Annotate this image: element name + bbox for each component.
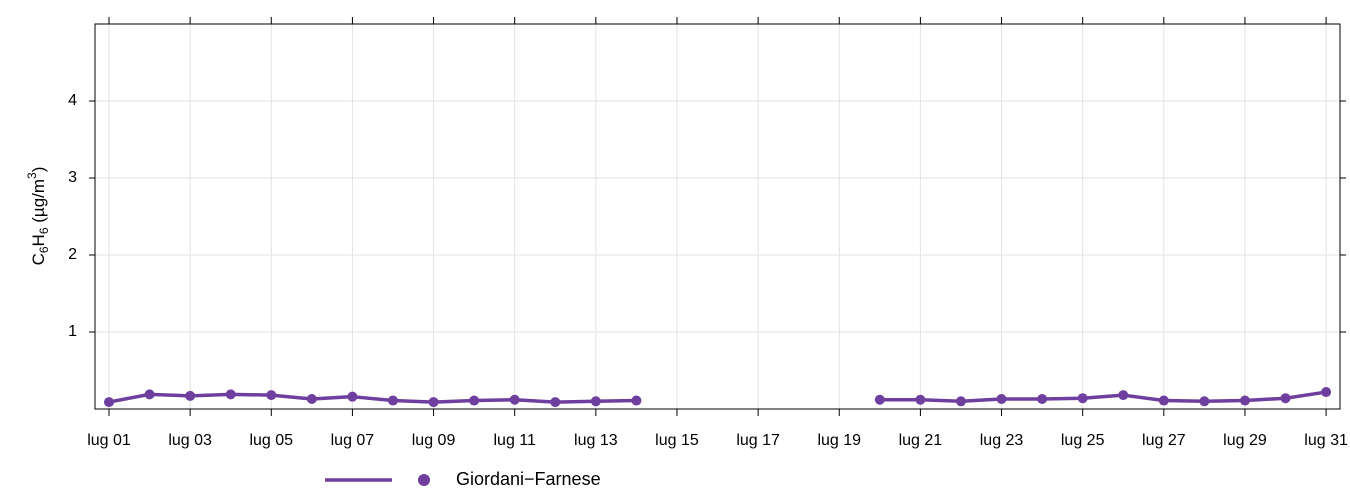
data-point: [550, 397, 561, 408]
y-label-part: ): [29, 167, 48, 173]
x-tick-label: lug 07: [331, 432, 375, 449]
x-tick-label: lug 09: [412, 432, 456, 449]
data-point: [104, 397, 114, 408]
y-label-part: C: [29, 253, 48, 265]
y-tick-label: 1: [68, 323, 77, 340]
x-tick-label: lug 19: [817, 432, 861, 449]
x-tick-label: lug 17: [736, 432, 780, 449]
data-point: [225, 389, 236, 400]
y-tick-label: 4: [68, 92, 77, 109]
y-axis-label: C6H6 (µg/m3): [25, 167, 51, 266]
x-tick-label: lug 15: [655, 432, 699, 449]
data-point: [469, 395, 480, 406]
data-point: [1037, 393, 1048, 404]
x-tick-label: lug 23: [980, 432, 1024, 449]
data-point: [185, 390, 196, 401]
data-point: [1118, 390, 1129, 401]
legend-dot: [418, 474, 430, 486]
data-point: [509, 394, 520, 405]
data-point: [1239, 395, 1250, 406]
y-label-part: 3: [25, 172, 39, 179]
x-tick-label: lug 01: [87, 432, 131, 449]
data-point: [266, 390, 277, 401]
data-point: [428, 397, 439, 408]
x-tick-label: lug 11: [493, 432, 536, 449]
data-point: [144, 389, 155, 400]
data-point: [631, 395, 642, 406]
data-point: [1321, 387, 1332, 398]
data-point: [387, 395, 398, 406]
x-tick-label: lug 13: [574, 432, 618, 449]
x-tick-label: lug 25: [1061, 432, 1105, 449]
data-point: [996, 393, 1007, 404]
data-point: [1199, 396, 1210, 407]
x-tick-label: lug 29: [1223, 432, 1267, 449]
plot-frame: [94, 23, 1341, 410]
y-label-part: 6: [37, 246, 51, 253]
x-tick-label: lug 05: [249, 432, 293, 449]
x-tick-label: lug 21: [899, 432, 943, 449]
data-point: [1280, 393, 1291, 404]
y-label-part: (µg/m: [29, 179, 48, 228]
data-point: [955, 396, 966, 407]
data-point: [306, 393, 317, 404]
legend-label: Giordani−Farnese: [456, 469, 601, 489]
x-tick-label: lug 03: [168, 432, 212, 449]
series-line: [108, 390, 1327, 404]
x-tick-label: lug 31: [1304, 432, 1348, 449]
data-point: [590, 396, 601, 407]
data-point: [874, 394, 885, 405]
x-tick-label: lug 27: [1142, 432, 1186, 449]
data-point: [915, 394, 926, 405]
data-point: [1158, 395, 1169, 406]
data-point: [347, 391, 358, 402]
y-label-part: 6: [37, 227, 51, 234]
y-label-part: H: [29, 234, 48, 246]
y-tick-label: 2: [68, 246, 77, 263]
y-tick-label: 3: [68, 169, 77, 186]
data-point: [1077, 393, 1088, 404]
